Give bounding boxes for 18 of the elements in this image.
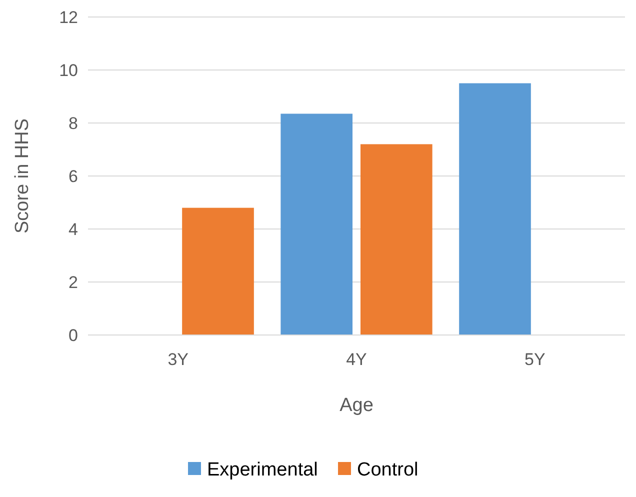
- bar: [182, 208, 254, 335]
- y-tick-label: 12: [59, 8, 78, 27]
- bar: [360, 144, 432, 335]
- bar: [459, 83, 531, 335]
- x-tick-label: 3Y: [168, 350, 188, 369]
- legend-label: Control: [357, 460, 418, 481]
- x-tick-label: 5Y: [524, 350, 546, 369]
- x-axis-title: Age: [340, 395, 374, 416]
- y-axis-title: Score in HHS: [12, 118, 33, 234]
- y-tick-label: 10: [59, 60, 78, 80]
- y-tick-label: 2: [68, 272, 78, 292]
- bar: [280, 114, 353, 335]
- y-tick-label: 0: [68, 326, 78, 345]
- y-tick-label: 6: [68, 166, 78, 186]
- x-tick-label: 4Y: [346, 350, 367, 369]
- y-tick-label: 4: [68, 220, 78, 239]
- y-tick-label: 8: [68, 114, 78, 133]
- legend-label: Experimental: [207, 460, 318, 481]
